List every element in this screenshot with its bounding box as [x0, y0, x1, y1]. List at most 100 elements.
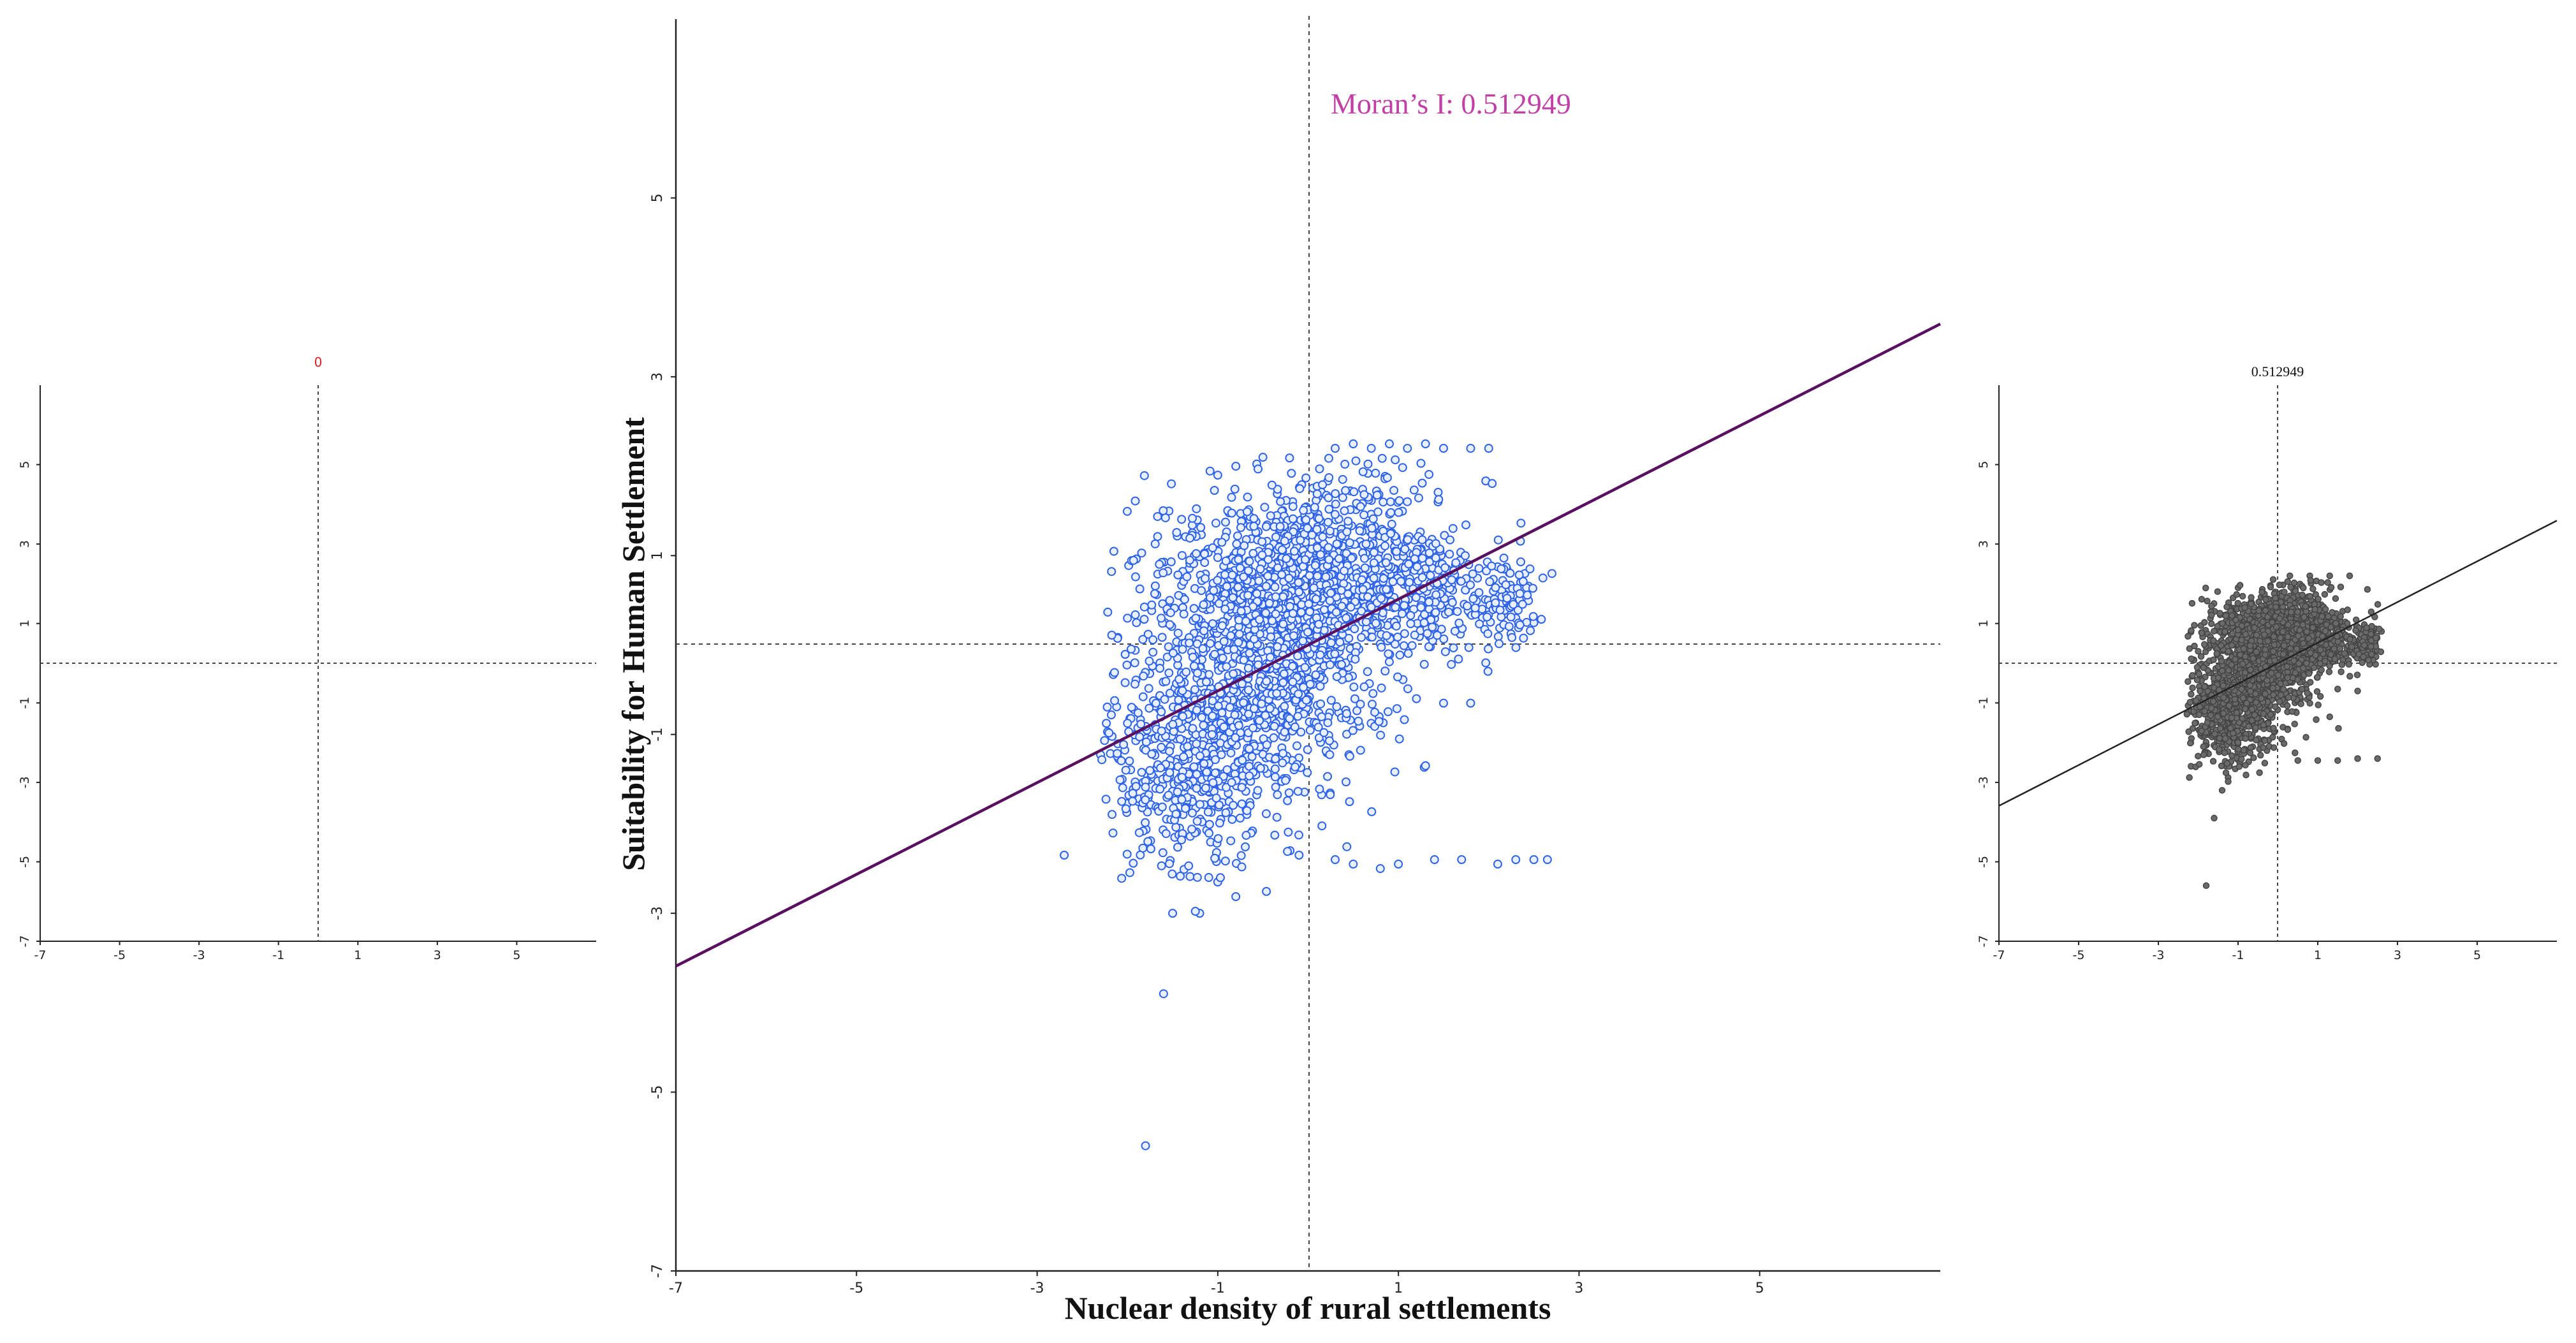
scatter-point [1173, 842, 1183, 852]
y-tick-label: 5 [1977, 461, 1991, 469]
scatter-point [2235, 745, 2242, 753]
scatter-point [1272, 689, 1282, 698]
scatter-point [1336, 585, 1346, 595]
scatter-point [1227, 570, 1237, 580]
scatter-point [1314, 723, 1323, 732]
scatter-point [1145, 656, 1154, 666]
scatter-point [1384, 649, 1393, 659]
scatter-point [1257, 537, 1267, 547]
scatter-point [1280, 701, 1289, 711]
scatter-point [1417, 535, 1427, 545]
scatter-point [1108, 828, 1118, 838]
scatter-point [2188, 655, 2195, 663]
scatter-point [1277, 545, 1287, 555]
scatter-point [1323, 517, 1333, 527]
scatter-point [1220, 856, 1230, 866]
scatter-point [1254, 464, 1263, 474]
scatter-point [1468, 569, 1477, 578]
scatter-point [2269, 576, 2277, 583]
scatter-point [1139, 602, 1149, 612]
scatter-point [1222, 582, 1232, 591]
scatter-point [2216, 610, 2223, 617]
scatter-point [2228, 642, 2236, 649]
scatter-point [2262, 607, 2269, 614]
scatter-point [2307, 576, 2315, 584]
scatter-point [1174, 591, 1183, 600]
scatter-point [1177, 835, 1187, 845]
scatter-point [1312, 525, 1322, 534]
scatter-point [1199, 600, 1208, 610]
scatter-point [1189, 661, 1199, 671]
scatter-point [1424, 469, 1434, 479]
scatter-point [1160, 694, 1169, 704]
scatter-point [1168, 649, 1178, 658]
scatter-point [1150, 581, 1160, 591]
scatter-point [1220, 605, 1230, 614]
scatter-point [1177, 795, 1187, 804]
scatter-point [2315, 596, 2322, 603]
scatter-point [1439, 635, 1449, 644]
scatter-point [2354, 755, 2361, 762]
scatter-point [2270, 744, 2278, 751]
scatter-point [1380, 666, 1390, 676]
scatter-point [1382, 585, 1391, 594]
scatter-point [1319, 605, 1329, 615]
scatter-point [2292, 749, 2299, 756]
scatter-point [2208, 603, 2215, 610]
scatter-point [1273, 790, 1282, 800]
scatter-point [1239, 572, 1248, 582]
scatter-point [1384, 657, 1394, 666]
scatter-point [1417, 573, 1427, 582]
scatter-point [1115, 775, 1125, 785]
scatter-point [1227, 508, 1236, 518]
scatter-point [1295, 484, 1305, 494]
scatter-point [1447, 598, 1457, 607]
scatter-point [1204, 873, 1213, 883]
scatter-point [2345, 661, 2353, 668]
scatter-point [1298, 636, 1308, 646]
scatter-point [2210, 637, 2217, 644]
y-tick-label: -5 [1977, 856, 1991, 868]
scatter-point [1234, 629, 1244, 639]
scatter-point [1337, 660, 1347, 670]
scatter-point [1515, 620, 1525, 629]
scatter-point [1331, 499, 1340, 509]
scatter-point [1432, 631, 1442, 640]
scatter-point [1230, 484, 1240, 494]
scatter-point [1192, 504, 1201, 513]
scatter-point [1474, 588, 1484, 598]
scatter-point [1218, 654, 1227, 663]
scatter-point [1318, 532, 1328, 541]
scatter-point [1209, 585, 1218, 595]
scatter-point [1109, 668, 1119, 677]
scatter-point [2367, 650, 2375, 658]
scatter-point [1145, 766, 1155, 775]
x-tick-label: 3 [434, 948, 441, 962]
scatter-point [1526, 626, 1535, 635]
scatter-point [1260, 503, 1270, 512]
scatter-point [1354, 716, 1363, 726]
scatter-point [1289, 631, 1298, 640]
scatter-point [2301, 613, 2308, 620]
scatter-point [1433, 487, 1443, 497]
scatter-point [1369, 558, 1379, 568]
scatter-point [1388, 577, 1398, 587]
scatter-point [1311, 670, 1321, 680]
scatter-point [1400, 715, 1409, 724]
scatter-point [1294, 587, 1304, 597]
scatter-point [1495, 639, 1504, 649]
scatter-point [2322, 606, 2329, 613]
scatter-point [2200, 641, 2208, 648]
scatter-point [1208, 778, 1218, 788]
scatter-point [1278, 592, 1288, 601]
scatter-point [1297, 600, 1306, 610]
main-points [1060, 439, 1556, 1150]
x-tick-label: -5 [2073, 948, 2085, 962]
y-tick-label: -7 [18, 936, 32, 948]
scatter-point [1399, 641, 1409, 650]
scatter-point [1392, 704, 1401, 714]
scatter-point [2299, 621, 2306, 628]
scatter-point [1394, 496, 1404, 506]
